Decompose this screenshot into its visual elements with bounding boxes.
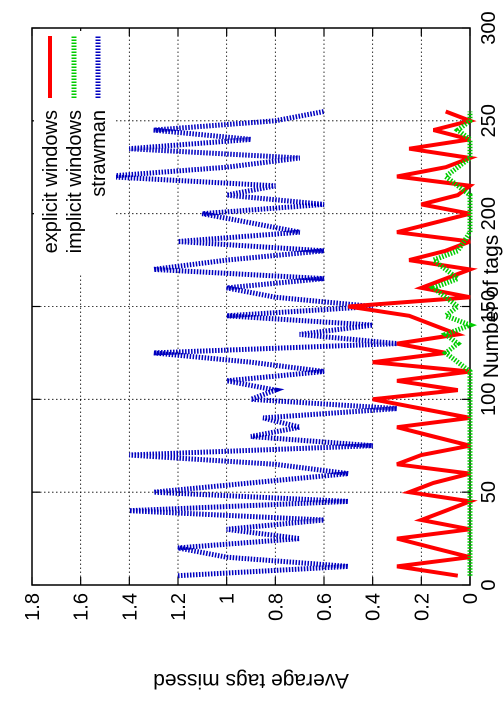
x-tick-label: 0 (478, 579, 500, 590)
series-line-implicit-windows (428, 111, 477, 576)
ticks: 0 50 100 150 200 250 300 0 0.2 0.4 0.6 0.8 1 1.2 1.4 1.… (22, 11, 500, 621)
y-axis-title: Average tags missed (153, 669, 349, 692)
x-tick-label: 50 (478, 481, 500, 503)
series-line-strawman (104, 109, 398, 579)
series (104, 109, 478, 579)
axis-labels: Number of tags Average tags missed (153, 235, 503, 692)
x-tick-label: 250 (478, 104, 500, 137)
y-tick-label: 0.2 (411, 593, 433, 621)
series-line-explicit-windows (347, 109, 478, 578)
y-tick-label: 1.8 (22, 593, 44, 621)
x-tick-label: 150 (478, 290, 500, 323)
legend-label: strawman (88, 110, 110, 197)
y-tick-label: 0.4 (363, 593, 385, 621)
legend: explicit windows implicit windows strawman (34, 31, 116, 275)
y-tick-label: 0.6 (314, 593, 336, 621)
y-tick-label: 1.2 (168, 593, 190, 621)
y-tick-label: 1 (217, 593, 239, 604)
x-axis-title: Number of tags (480, 235, 503, 379)
plot-rotation-group: 0 50 100 150 200 250 300 0 0.2 0.4 0.6 0.8 1 1.2 1.4 1.… (22, 11, 503, 692)
y-tick-label: 0 (460, 593, 482, 604)
x-tick-label: 300 (478, 11, 500, 44)
y-tick-label: 1.6 (71, 593, 93, 621)
y-tick-label: 0.8 (265, 593, 287, 621)
x-tick-label: 100 (478, 383, 500, 416)
legend-label: explicit windows (40, 110, 62, 253)
legend-label: implicit windows (64, 110, 86, 253)
x-tick-label: 200 (478, 197, 500, 230)
y-tick-label: 1.4 (119, 593, 141, 621)
